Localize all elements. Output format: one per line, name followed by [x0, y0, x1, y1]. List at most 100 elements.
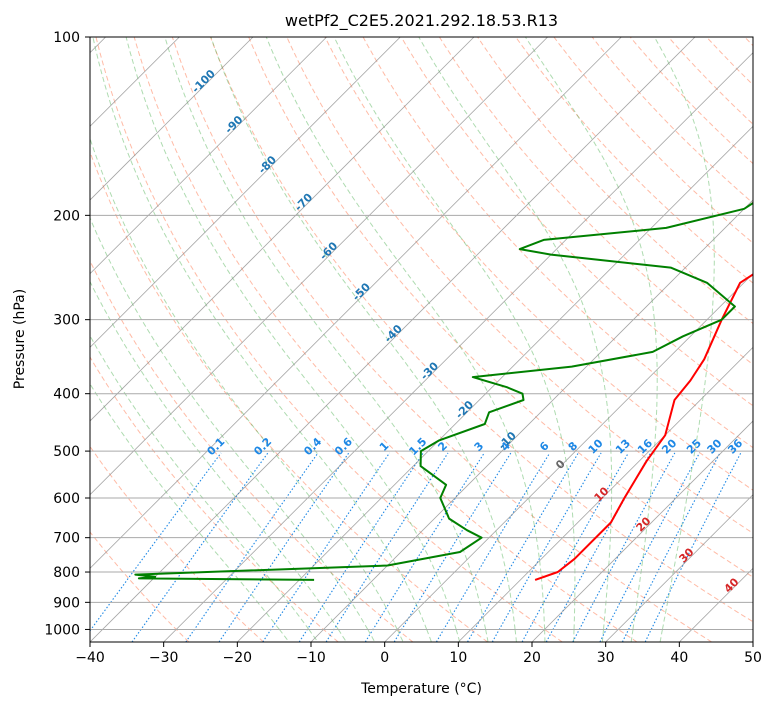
mixing-ratio-label: 8	[566, 439, 581, 454]
dry-adiabat-line	[90, 531, 190, 642]
isotherm-line	[310, 199, 753, 642]
moist-adiabat-line	[164, 37, 489, 642]
dry-adiabat-line	[171, 37, 712, 642]
y-axis-ticks: 100 200 300 400 500 600 700 800 900 1000	[44, 30, 90, 638]
moist-adiabat-line	[418, 37, 613, 642]
isotherm-line	[605, 494, 753, 642]
x-tick-label: 20	[523, 650, 541, 666]
isotherm-line	[679, 567, 753, 642]
x-tick-label: 10	[449, 650, 467, 666]
isotherm-label: -60	[317, 239, 340, 262]
isotherm-line	[90, 37, 254, 201]
mixing-ratio-label: 3	[472, 439, 487, 454]
dry-adiabat-line	[324, 37, 753, 491]
isotherm-label: -20	[453, 398, 476, 421]
isotherm-line	[90, 37, 401, 348]
y-tick-label: 800	[53, 565, 80, 581]
mixing-ratio-line	[218, 452, 350, 642]
mixing-ratio-line	[185, 452, 319, 642]
mixing-ratio-line	[621, 452, 721, 642]
mixing-ratio-label: 1.5	[406, 435, 429, 458]
moist-adiabat-line	[92, 37, 432, 642]
moist-adiabat-line	[210, 37, 517, 642]
dry-adiabat-line	[90, 259, 414, 642]
mixing-ratio-label: 0.2	[251, 435, 274, 458]
dry-adiabat-line	[706, 37, 753, 86]
x-axis-label: Temperature (°C)	[360, 681, 482, 697]
plot-area: -100-90-80-70-60-50-40-30-20-100.1 0.2 0.4…	[90, 37, 753, 642]
mixing-ratio-line	[435, 452, 551, 642]
moist-adiabat-line	[653, 37, 715, 642]
mixing-ratio-line	[572, 452, 676, 642]
x-tick-label: 50	[744, 650, 762, 666]
moist-adiabat-line	[125, 37, 461, 642]
skewed-isotherms	[90, 37, 753, 642]
dry-adiabat-line	[210, 37, 753, 623]
moist-adiabat-line	[265, 37, 546, 642]
dry-adiabat-label: 40	[722, 575, 742, 595]
isotherm-line	[90, 37, 475, 422]
x-tick-label: 30	[597, 650, 615, 666]
mixing-ratio-line	[644, 452, 742, 642]
moist-adiabat-line	[90, 334, 319, 642]
mixing-ratio-line	[298, 452, 424, 642]
isotherm-line	[90, 37, 548, 496]
y-tick-label: 400	[53, 387, 80, 403]
isotherm-line	[90, 37, 622, 569]
isotherm-label: -40	[382, 322, 405, 345]
x-axis-ticks: −40 −30 −20 −10 0 10 20 30 40 50	[75, 642, 762, 666]
mixing-ratio-line	[599, 452, 700, 642]
y-tick-label: 900	[53, 595, 80, 611]
isotherm-line	[90, 37, 696, 642]
isotherm-line	[163, 52, 753, 642]
dry-adiabat-line	[248, 37, 753, 578]
mixing-ratio-line	[131, 452, 269, 642]
dewpoint-profile-line	[134, 201, 753, 581]
mixing-ratio-label: 0.1	[204, 435, 227, 458]
mixing-ratio-label: 36	[725, 436, 745, 456]
mixing-ratio-line	[325, 452, 449, 642]
pressure-gridlines	[90, 37, 753, 630]
mixing-ratio-line	[491, 452, 602, 642]
isotherm-line	[384, 273, 753, 642]
moist-adiabat-line	[524, 37, 658, 642]
mixing-ratio-label: 10	[586, 436, 606, 456]
isotherm-line	[90, 37, 327, 275]
isotherm-line	[458, 346, 753, 642]
dry-adiabat-line	[90, 356, 339, 642]
dry-adiabat-line	[591, 37, 753, 204]
moist-adiabat-line	[90, 280, 347, 642]
x-tick-label: −20	[223, 650, 253, 666]
y-tick-label: 500	[53, 444, 80, 460]
x-tick-label: −30	[149, 650, 179, 666]
isotherm-label: -100	[189, 67, 218, 96]
mixing-ratio-lines	[90, 452, 742, 642]
isotherm-label: -50	[350, 280, 373, 303]
mixing-ratio-label: 1	[377, 439, 392, 454]
mixing-ratio-line	[90, 452, 222, 632]
dry-adiabat-line	[553, 37, 753, 244]
isotherm-label: -90	[222, 113, 245, 136]
mixing-ratio-label: 30	[705, 436, 725, 456]
isotherm-line	[237, 125, 753, 642]
y-tick-label: 100	[53, 30, 80, 46]
x-tick-label: −10	[296, 650, 326, 666]
dry-adiabat-line	[286, 37, 753, 534]
dry-adiabat-line	[133, 37, 638, 642]
mixing-ratio-label: 13	[613, 437, 633, 457]
moist-adiabat-line	[90, 136, 404, 642]
mixing-ratio-line	[262, 452, 390, 642]
mixing-ratio-label: 6	[537, 439, 552, 454]
dry-adiabat-line	[95, 37, 563, 642]
mixing-ratio-line	[467, 452, 579, 642]
mixing-ratio-line	[521, 452, 629, 642]
y-tick-label: 600	[53, 491, 80, 507]
isotherm-line	[752, 641, 753, 642]
dry-adiabat-label: 30	[677, 545, 697, 565]
isotherm-line	[531, 420, 753, 642]
dry-adiabat-line	[400, 37, 753, 407]
x-tick-label: −40	[75, 650, 105, 666]
profile-series	[134, 201, 753, 581]
moist-adiabat-line	[90, 382, 290, 642]
